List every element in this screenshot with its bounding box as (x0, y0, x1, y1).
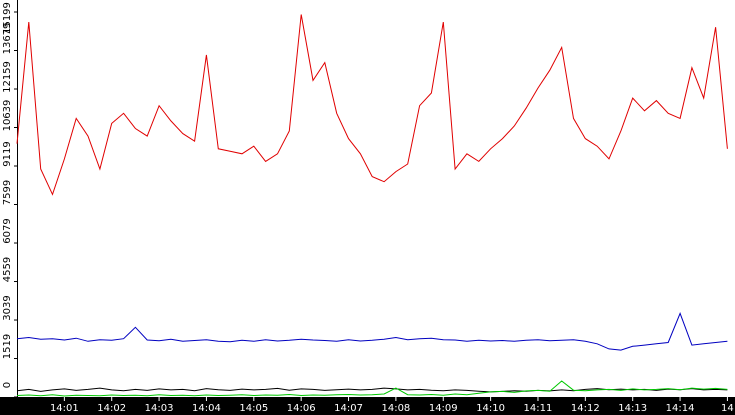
x-tick-label: 14:05 (239, 403, 268, 414)
y-tick-label: 7599 (2, 180, 13, 205)
x-tick-label: 14:08 (381, 403, 410, 414)
x-tick-label: 14 (721, 403, 734, 414)
x-tick-label: 14:07 (334, 403, 363, 414)
y-tick-label: 3039 (2, 295, 13, 320)
y-tick-label: 4559 (2, 257, 13, 282)
y-tick-label: 15199 (2, 2, 13, 34)
x-tick-label: 14:01 (50, 403, 79, 414)
x-tick-label: 14:03 (145, 403, 174, 414)
y-tick-label: 6079 (2, 218, 13, 243)
x-tick-label: 14:14 (666, 403, 695, 414)
y-tick-label: 12159 (2, 61, 13, 93)
x-tick-label: 14:10 (476, 403, 505, 414)
series-line (16, 380, 728, 397)
x-tick-label: 14:09 (429, 403, 458, 414)
x-tick-label: 14:13 (618, 403, 647, 414)
y-tick-label: 9119 (2, 141, 13, 166)
x-tick-label: 14:06 (287, 403, 316, 414)
y-tick-label: 13679 (2, 23, 13, 55)
y-tick-label: 0 (2, 382, 13, 388)
x-tick-label: 14:12 (571, 403, 600, 414)
x-tick-label: 14:02 (97, 403, 126, 414)
y-tick-label: 1519 (2, 334, 13, 359)
y-tick-label: 10639 (2, 100, 13, 132)
x-tick-label: 14:11 (524, 403, 553, 414)
series-line (16, 312, 728, 351)
series-line (16, 14, 728, 196)
x-tick-label: 14:04 (192, 403, 221, 414)
x-axis-bar (0, 397, 735, 415)
